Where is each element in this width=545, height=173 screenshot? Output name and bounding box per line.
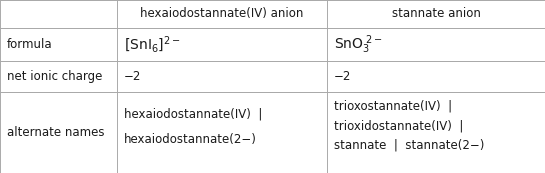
Text: $\mathsf{[SnI_6]^{2-}}$: $\mathsf{[SnI_6]^{2-}}$ <box>124 34 180 55</box>
Text: stannate  |  stannate(2−): stannate | stannate(2−) <box>334 139 484 152</box>
Text: net ionic charge: net ionic charge <box>7 70 102 83</box>
Text: hexaiodostannate(2−): hexaiodostannate(2−) <box>124 133 257 146</box>
Text: trioxostannate(IV)  |: trioxostannate(IV) | <box>334 100 452 113</box>
Text: −2: −2 <box>124 70 141 83</box>
Text: alternate names: alternate names <box>7 126 104 139</box>
Text: −2: −2 <box>334 70 351 83</box>
Text: trioxidostannate(IV)  |: trioxidostannate(IV) | <box>334 119 463 132</box>
Text: $\mathsf{SnO_3^{\ 2-}}$: $\mathsf{SnO_3^{\ 2-}}$ <box>334 33 383 56</box>
Text: stannate anion: stannate anion <box>391 7 481 20</box>
Text: hexaiodostannate(IV)  |: hexaiodostannate(IV) | <box>124 108 262 121</box>
Text: formula: formula <box>7 38 52 51</box>
Text: hexaiodostannate(IV) anion: hexaiodostannate(IV) anion <box>141 7 304 20</box>
